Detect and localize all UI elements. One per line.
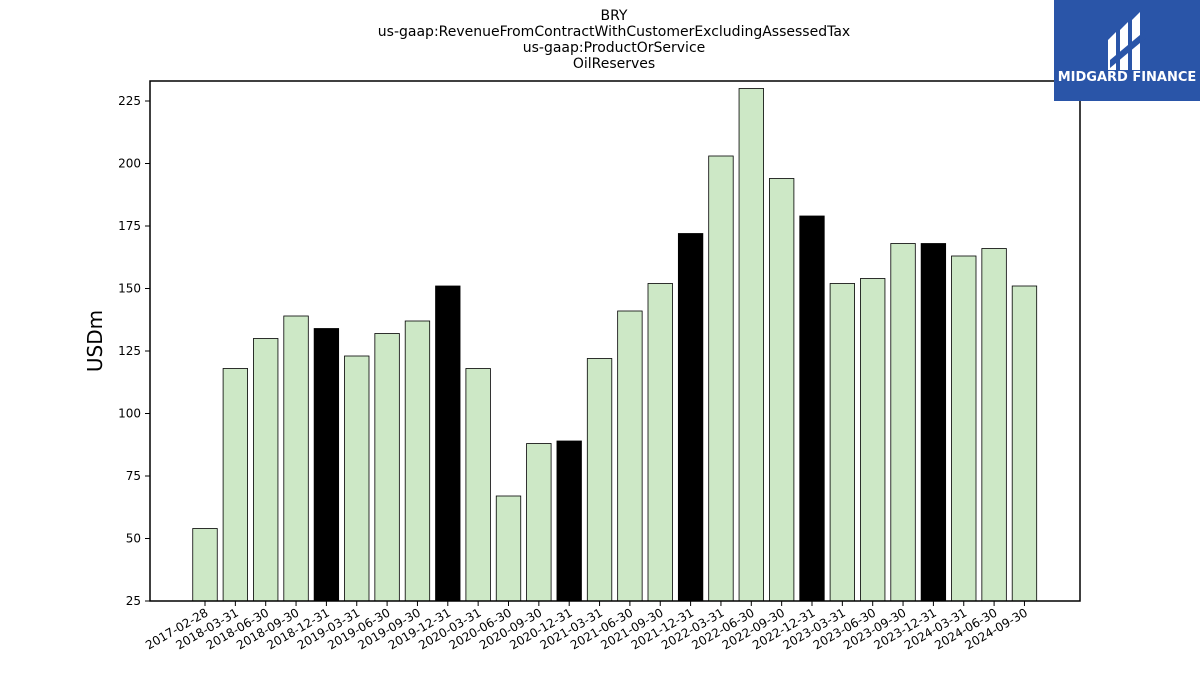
- bar-2023-06-30: [860, 278, 886, 602]
- y-tick-label: 175: [118, 219, 141, 233]
- bar-2021-09-30: [647, 283, 673, 602]
- y-tick-label: 75: [126, 469, 141, 483]
- bar-2022-12-31: [799, 215, 825, 602]
- title-line-2: us-gaap:RevenueFromContractWithCustomerE…: [378, 24, 850, 40]
- y-tick-label: 150: [118, 282, 141, 296]
- bar-2023-12-31: [920, 243, 947, 602]
- y-axis: 25 50 75 100 125 150 175 200 225: [118, 94, 150, 608]
- bar-2020-09-30: [526, 443, 552, 602]
- bar-2019-12-31: [435, 285, 461, 602]
- bar-2024-06-30: [981, 248, 1007, 602]
- bar-2022-06-30: [738, 88, 764, 602]
- y-axis-label: USDm: [83, 310, 107, 372]
- y-tick-label: 225: [118, 94, 141, 108]
- bar-2018-12-31: [313, 328, 340, 602]
- bar-2021-12-31: [677, 233, 704, 602]
- bar-2022-03-31: [708, 155, 734, 602]
- bar-2023-03-31: [829, 283, 855, 602]
- bar-2017-02-28: [192, 528, 218, 602]
- bar-2023-09-30: [890, 243, 916, 602]
- bar-2019-03-31: [344, 355, 370, 602]
- y-tick-label: 125: [118, 344, 141, 358]
- title-line-1: BRY: [601, 8, 628, 24]
- y-tick-label: 200: [118, 157, 141, 171]
- midgard-finance-logo: MIDGARD FINANCE: [1054, 0, 1200, 101]
- bar-2020-06-30: [495, 495, 522, 602]
- bar-2024-03-31: [951, 255, 977, 602]
- bar-2019-06-30: [374, 333, 400, 602]
- bar-2018-06-30: [253, 338, 279, 602]
- logo-text: MIDGARD FINANCE: [1058, 70, 1197, 85]
- bar-2020-03-31: [465, 368, 491, 602]
- title-line-4: OilReserves: [573, 56, 655, 72]
- bar-2018-09-30: [283, 315, 309, 602]
- bar-2021-06-30: [617, 310, 643, 602]
- logo-mark-icon: [1108, 12, 1146, 70]
- bar-2024-09-30: [1011, 285, 1038, 602]
- title-line-3: us-gaap:ProductOrService: [523, 40, 706, 56]
- y-tick-label: 25: [126, 594, 141, 608]
- bar-2021-03-31: [586, 358, 613, 602]
- plot-frame: [149, 80, 1081, 602]
- bar-2020-12-31: [556, 440, 582, 602]
- y-tick-label: 50: [126, 532, 141, 546]
- bar-series: [192, 88, 1038, 602]
- y-tick-label: 100: [118, 407, 141, 421]
- chart-title: BRY us-gaap:RevenueFromContractWithCusto…: [378, 8, 850, 72]
- bar-2019-09-30: [404, 320, 431, 602]
- x-axis: 2017-02-282018-03-312018-06-302018-09-30…: [143, 601, 1030, 652]
- bar-2018-03-31: [222, 368, 249, 602]
- bar-2022-09-30: [769, 178, 795, 602]
